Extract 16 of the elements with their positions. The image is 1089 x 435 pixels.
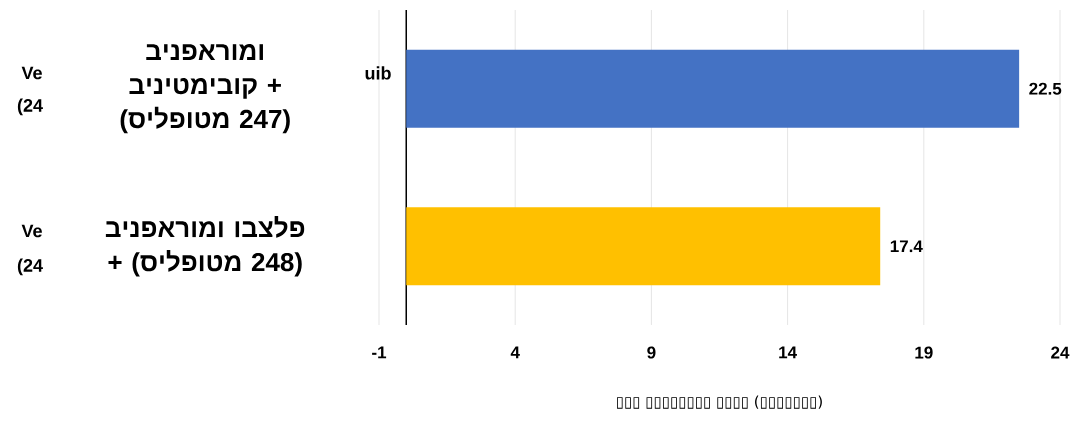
text: Ve bbox=[21, 66, 42, 80]
x-tick-label: 9 bbox=[647, 346, 656, 359]
y-tick-label: בינפארומו ביניטמיבוק + (סילפוטמ 247) bbox=[120, 44, 290, 134]
x-axis-title: ▯▯▯ ▯▯▯▯▯▯▯▯ ▯▯▯▯ (▯▯▯▯▯▯▯) bbox=[617, 395, 822, 409]
x-tick-label: 4 bbox=[510, 346, 520, 359]
text: Ve bbox=[21, 224, 42, 238]
annotation: uib bbox=[365, 66, 391, 80]
data-label: 22.5 bbox=[1029, 82, 1062, 95]
data-label: 17.4 bbox=[890, 240, 923, 253]
x-tick-label: 14 bbox=[779, 346, 797, 359]
text: (24 bbox=[17, 258, 43, 276]
x-tick-label: 24 bbox=[1051, 346, 1070, 359]
y-tick-label: בינפארומו ובצלפ + (סילפוטמ 248) bbox=[105, 215, 305, 277]
x-tick-label: -1 bbox=[372, 346, 387, 359]
text: (24 bbox=[17, 98, 43, 116]
x-tick-label: 19 bbox=[915, 346, 933, 359]
